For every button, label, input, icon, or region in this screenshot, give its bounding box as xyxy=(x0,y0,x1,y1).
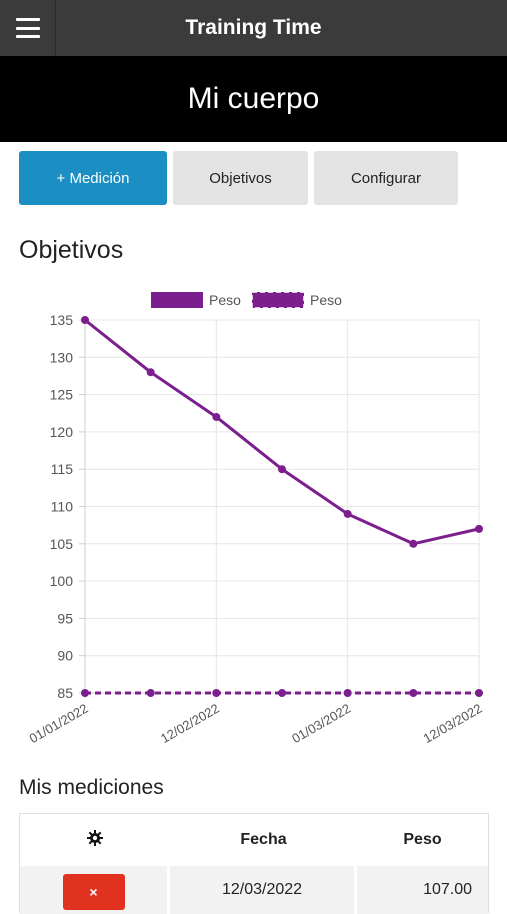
objectives-section-title: Objetivos xyxy=(19,236,124,264)
data-point xyxy=(475,524,483,533)
data-point xyxy=(409,689,418,697)
app-title: Training Time xyxy=(185,16,322,39)
y-tick-label: 90 xyxy=(57,648,73,664)
menu-button[interactable] xyxy=(0,0,56,56)
weight-column-header: Peso xyxy=(403,831,442,848)
delete-measurement-button[interactable]: × xyxy=(62,874,125,910)
configure-button[interactable]: Configurar xyxy=(314,151,458,205)
y-tick-label: 95 xyxy=(57,610,73,626)
y-tick-label: 105 xyxy=(50,536,74,552)
legend-swatch xyxy=(151,292,203,308)
data-point xyxy=(278,465,286,474)
add-measurement-button[interactable]: + Medición xyxy=(19,151,167,205)
weight-cell: 107.00 xyxy=(357,866,488,914)
y-tick-label: 135 xyxy=(50,312,74,328)
action-buttons: + Medición Objetivos Configurar xyxy=(19,151,458,205)
data-point xyxy=(146,689,155,697)
date-column-header: Fecha xyxy=(240,831,287,848)
objectives-button[interactable]: Objetivos xyxy=(173,151,308,205)
x-tick-label: 01/01/2022 xyxy=(27,701,91,747)
x-tick-label: 12/02/2022 xyxy=(158,701,222,747)
gear-icon xyxy=(87,829,103,846)
data-point xyxy=(343,689,352,697)
table-header: Fecha Peso xyxy=(20,814,488,866)
legend-swatch xyxy=(251,291,305,309)
table-row: × 12/03/2022 107.00 xyxy=(20,866,488,914)
hamburger-icon xyxy=(15,18,40,38)
data-point xyxy=(81,689,89,697)
weight-chart: 135 130 125 120 115 110 105 100 95 90 8501/01/2022… xyxy=(27,291,485,747)
y-tick-label: 115 xyxy=(51,461,74,477)
y-tick-label: 100 xyxy=(50,573,74,589)
data-point xyxy=(278,689,286,697)
x-tick-label: 12/03/2022 xyxy=(421,701,485,747)
x-tick-label: 01/03/2022 xyxy=(289,701,353,747)
data-point xyxy=(409,539,418,548)
settings-column-header[interactable] xyxy=(20,829,170,851)
y-tick-label: 110 xyxy=(51,499,74,515)
data-point xyxy=(146,368,155,377)
data-point xyxy=(212,412,221,421)
y-tick-label: 120 xyxy=(50,424,74,440)
y-tick-label: 130 xyxy=(50,349,74,365)
data-point xyxy=(81,316,89,324)
data-point xyxy=(475,689,483,697)
top-bar: Training Time xyxy=(0,0,507,56)
row-actions-cell: × xyxy=(20,866,170,914)
measurements-title: Mis mediciones xyxy=(19,776,164,799)
data-point xyxy=(212,689,221,697)
y-tick-label: 85 xyxy=(57,685,73,701)
date-cell: 12/03/2022 xyxy=(170,866,357,914)
legend-label: Peso xyxy=(209,292,241,308)
y-tick-label: 125 xyxy=(50,387,74,403)
measurements-table: Fecha Peso × 12/03/2022 107.00 xyxy=(19,813,489,914)
legend-label: Peso xyxy=(310,292,342,308)
page-title: Mi cuerpo xyxy=(0,56,507,142)
data-point xyxy=(343,509,352,518)
